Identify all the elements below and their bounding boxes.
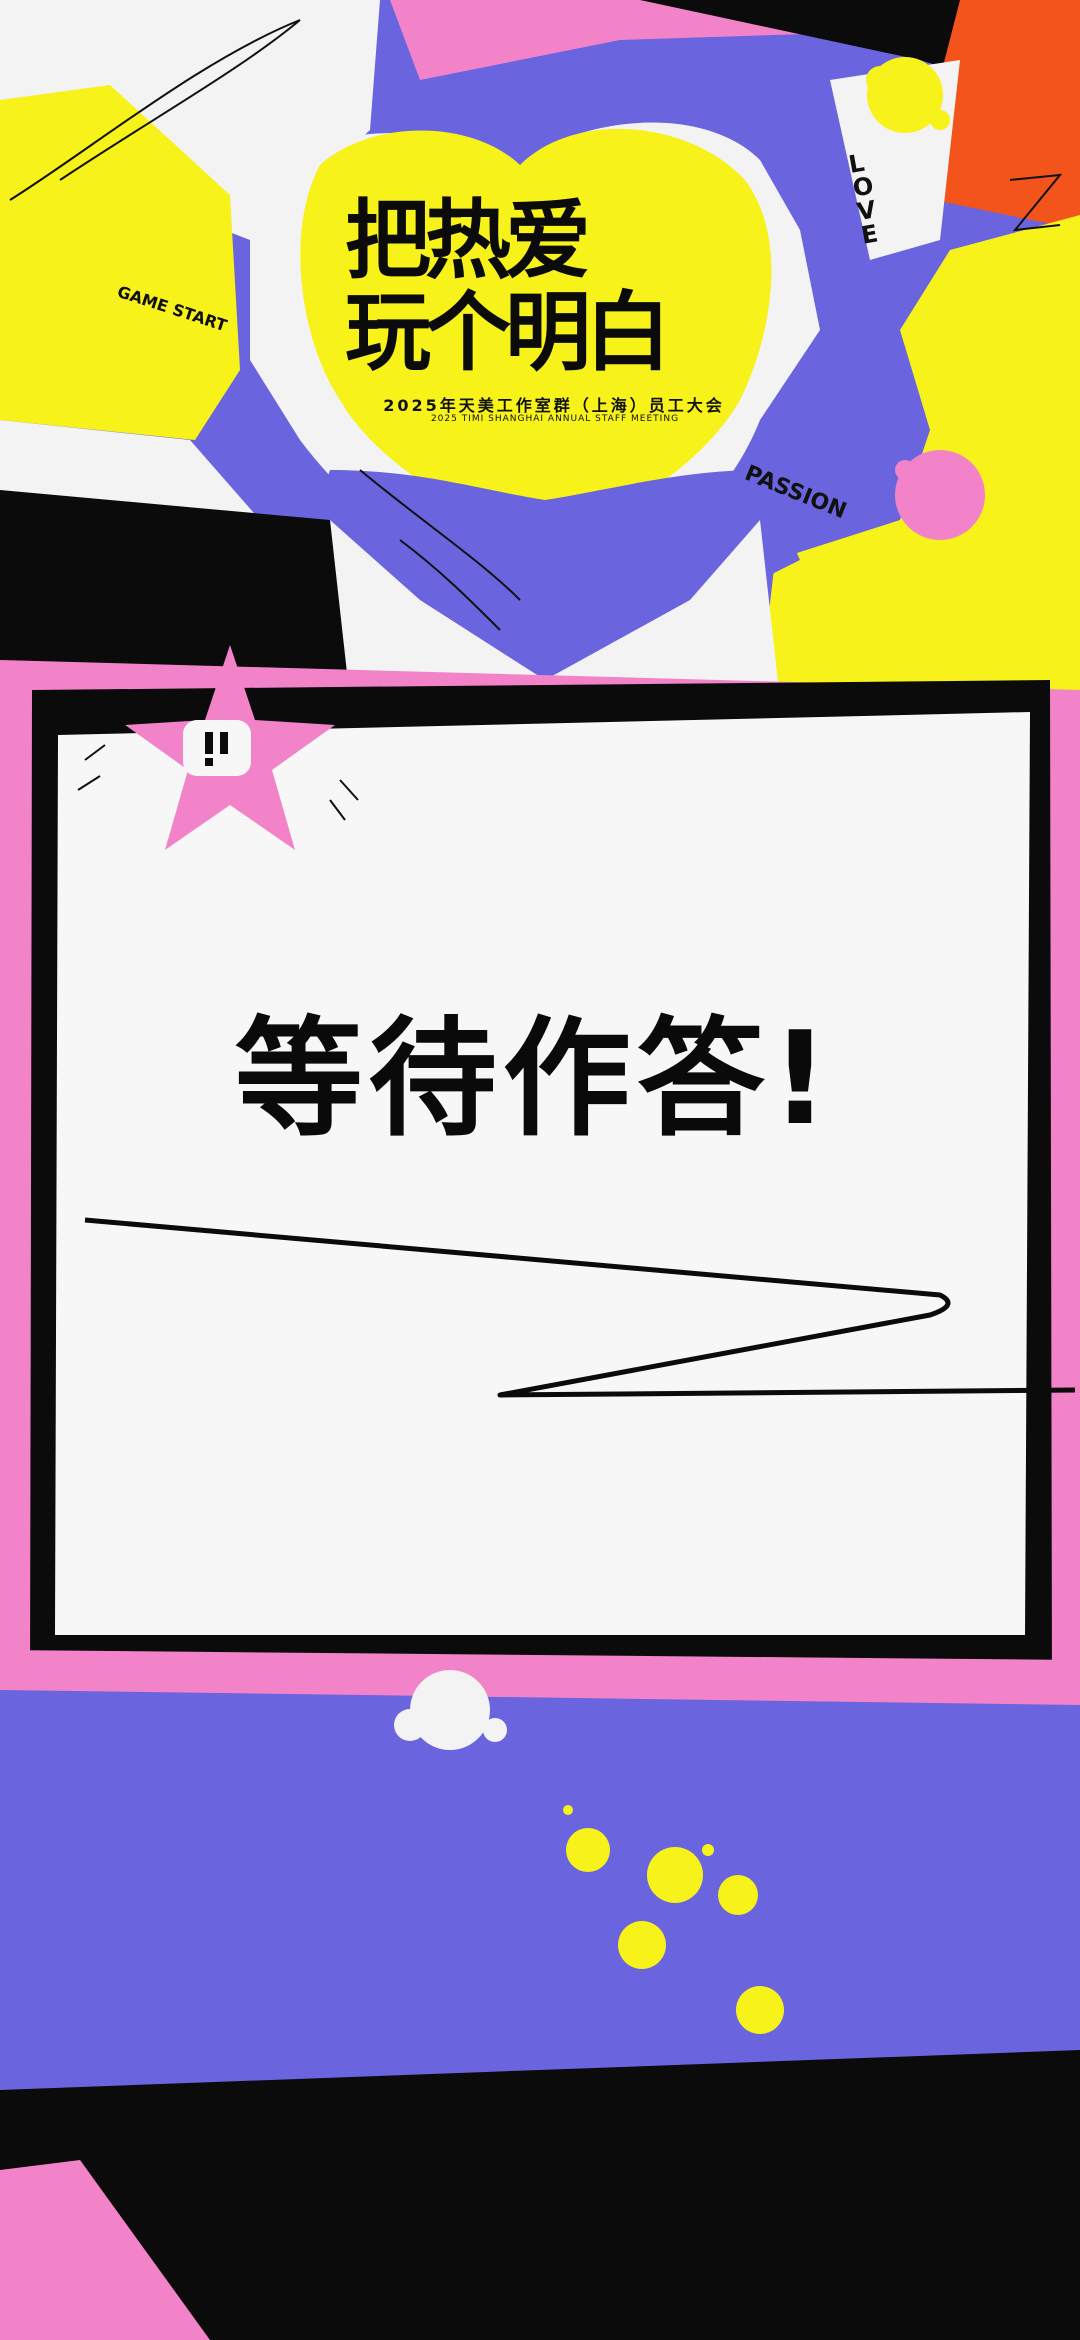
poster-title-line2: 玩个明白: [345, 283, 671, 383]
poster-title: 把热爱 玩个明白: [345, 195, 775, 379]
poster-subtitle-cn: 2025年天美工作室群（上海）员工大会: [383, 396, 725, 415]
answer-status-text: 等待作答!: [234, 1005, 836, 1154]
poster-title-line1: 把热爱: [345, 191, 591, 291]
poster-subtitle-en: 2025 TIMI SHANGHAI ANNUAL STAFF MEETING: [430, 414, 680, 424]
